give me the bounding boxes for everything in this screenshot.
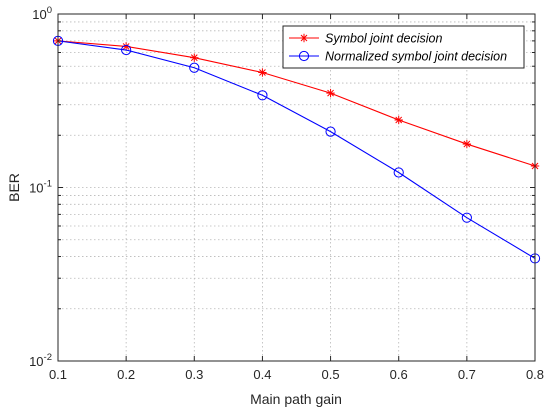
legend-entry: Symbol joint decision — [289, 32, 442, 46]
legend-marker — [298, 50, 310, 62]
data-point — [393, 167, 404, 178]
x-tick-label: 0.3 — [185, 367, 203, 382]
x-tick-label: 0.5 — [322, 367, 340, 382]
x-tick-label: 0.8 — [526, 367, 544, 382]
asterisk-stroke — [300, 34, 308, 42]
plot-background — [58, 14, 535, 361]
asterisk-stroke — [463, 140, 471, 148]
legend: Symbol joint decision Normalized symbol j… — [282, 25, 525, 69]
legend-box — [282, 25, 525, 69]
legend-marker — [299, 33, 309, 43]
axes: 0.1 0.2 0.3 0.4 0.5 0.6 0.7 0.8 10-2 10-1 100 — [29, 5, 544, 382]
y-tick-label: 100 — [32, 5, 52, 22]
asterisk-stroke — [259, 69, 266, 76]
series-line — [57, 40, 536, 167]
x-tick-label: 0.6 — [390, 367, 408, 382]
x-tick-label: 0.2 — [117, 367, 135, 382]
data-point — [257, 90, 268, 101]
legend-label: Normalized symbol joint decision — [325, 50, 507, 64]
data-point — [326, 88, 335, 98]
y-tick-label: 10-2 — [29, 352, 52, 369]
x-tick-label: 0.1 — [49, 367, 67, 382]
series-line — [57, 40, 536, 259]
series-circle — [52, 35, 541, 264]
asterisk-stroke — [122, 43, 130, 50]
data-point — [121, 44, 132, 56]
grid — [58, 14, 535, 361]
legend-entry: Normalized symbol joint decision — [289, 50, 507, 64]
asterisk-stroke — [395, 116, 403, 124]
data-point — [325, 126, 336, 137]
x-tick-label: 0.7 — [458, 367, 476, 382]
y-axis-label: BER — [6, 173, 22, 202]
y-tick-label: 10-1 — [29, 179, 52, 196]
x-tick-label: 0.4 — [253, 367, 271, 382]
data-point — [394, 115, 403, 125]
x-axis-label: Main path gain — [250, 391, 342, 407]
asterisk-stroke — [190, 54, 198, 62]
data-point — [189, 62, 200, 73]
legend-label: Symbol joint decision — [325, 32, 442, 46]
asterisk-stroke — [327, 89, 334, 97]
data-point — [190, 53, 199, 62]
data-point — [461, 212, 472, 223]
data-point — [462, 139, 472, 149]
data-point — [258, 68, 267, 77]
